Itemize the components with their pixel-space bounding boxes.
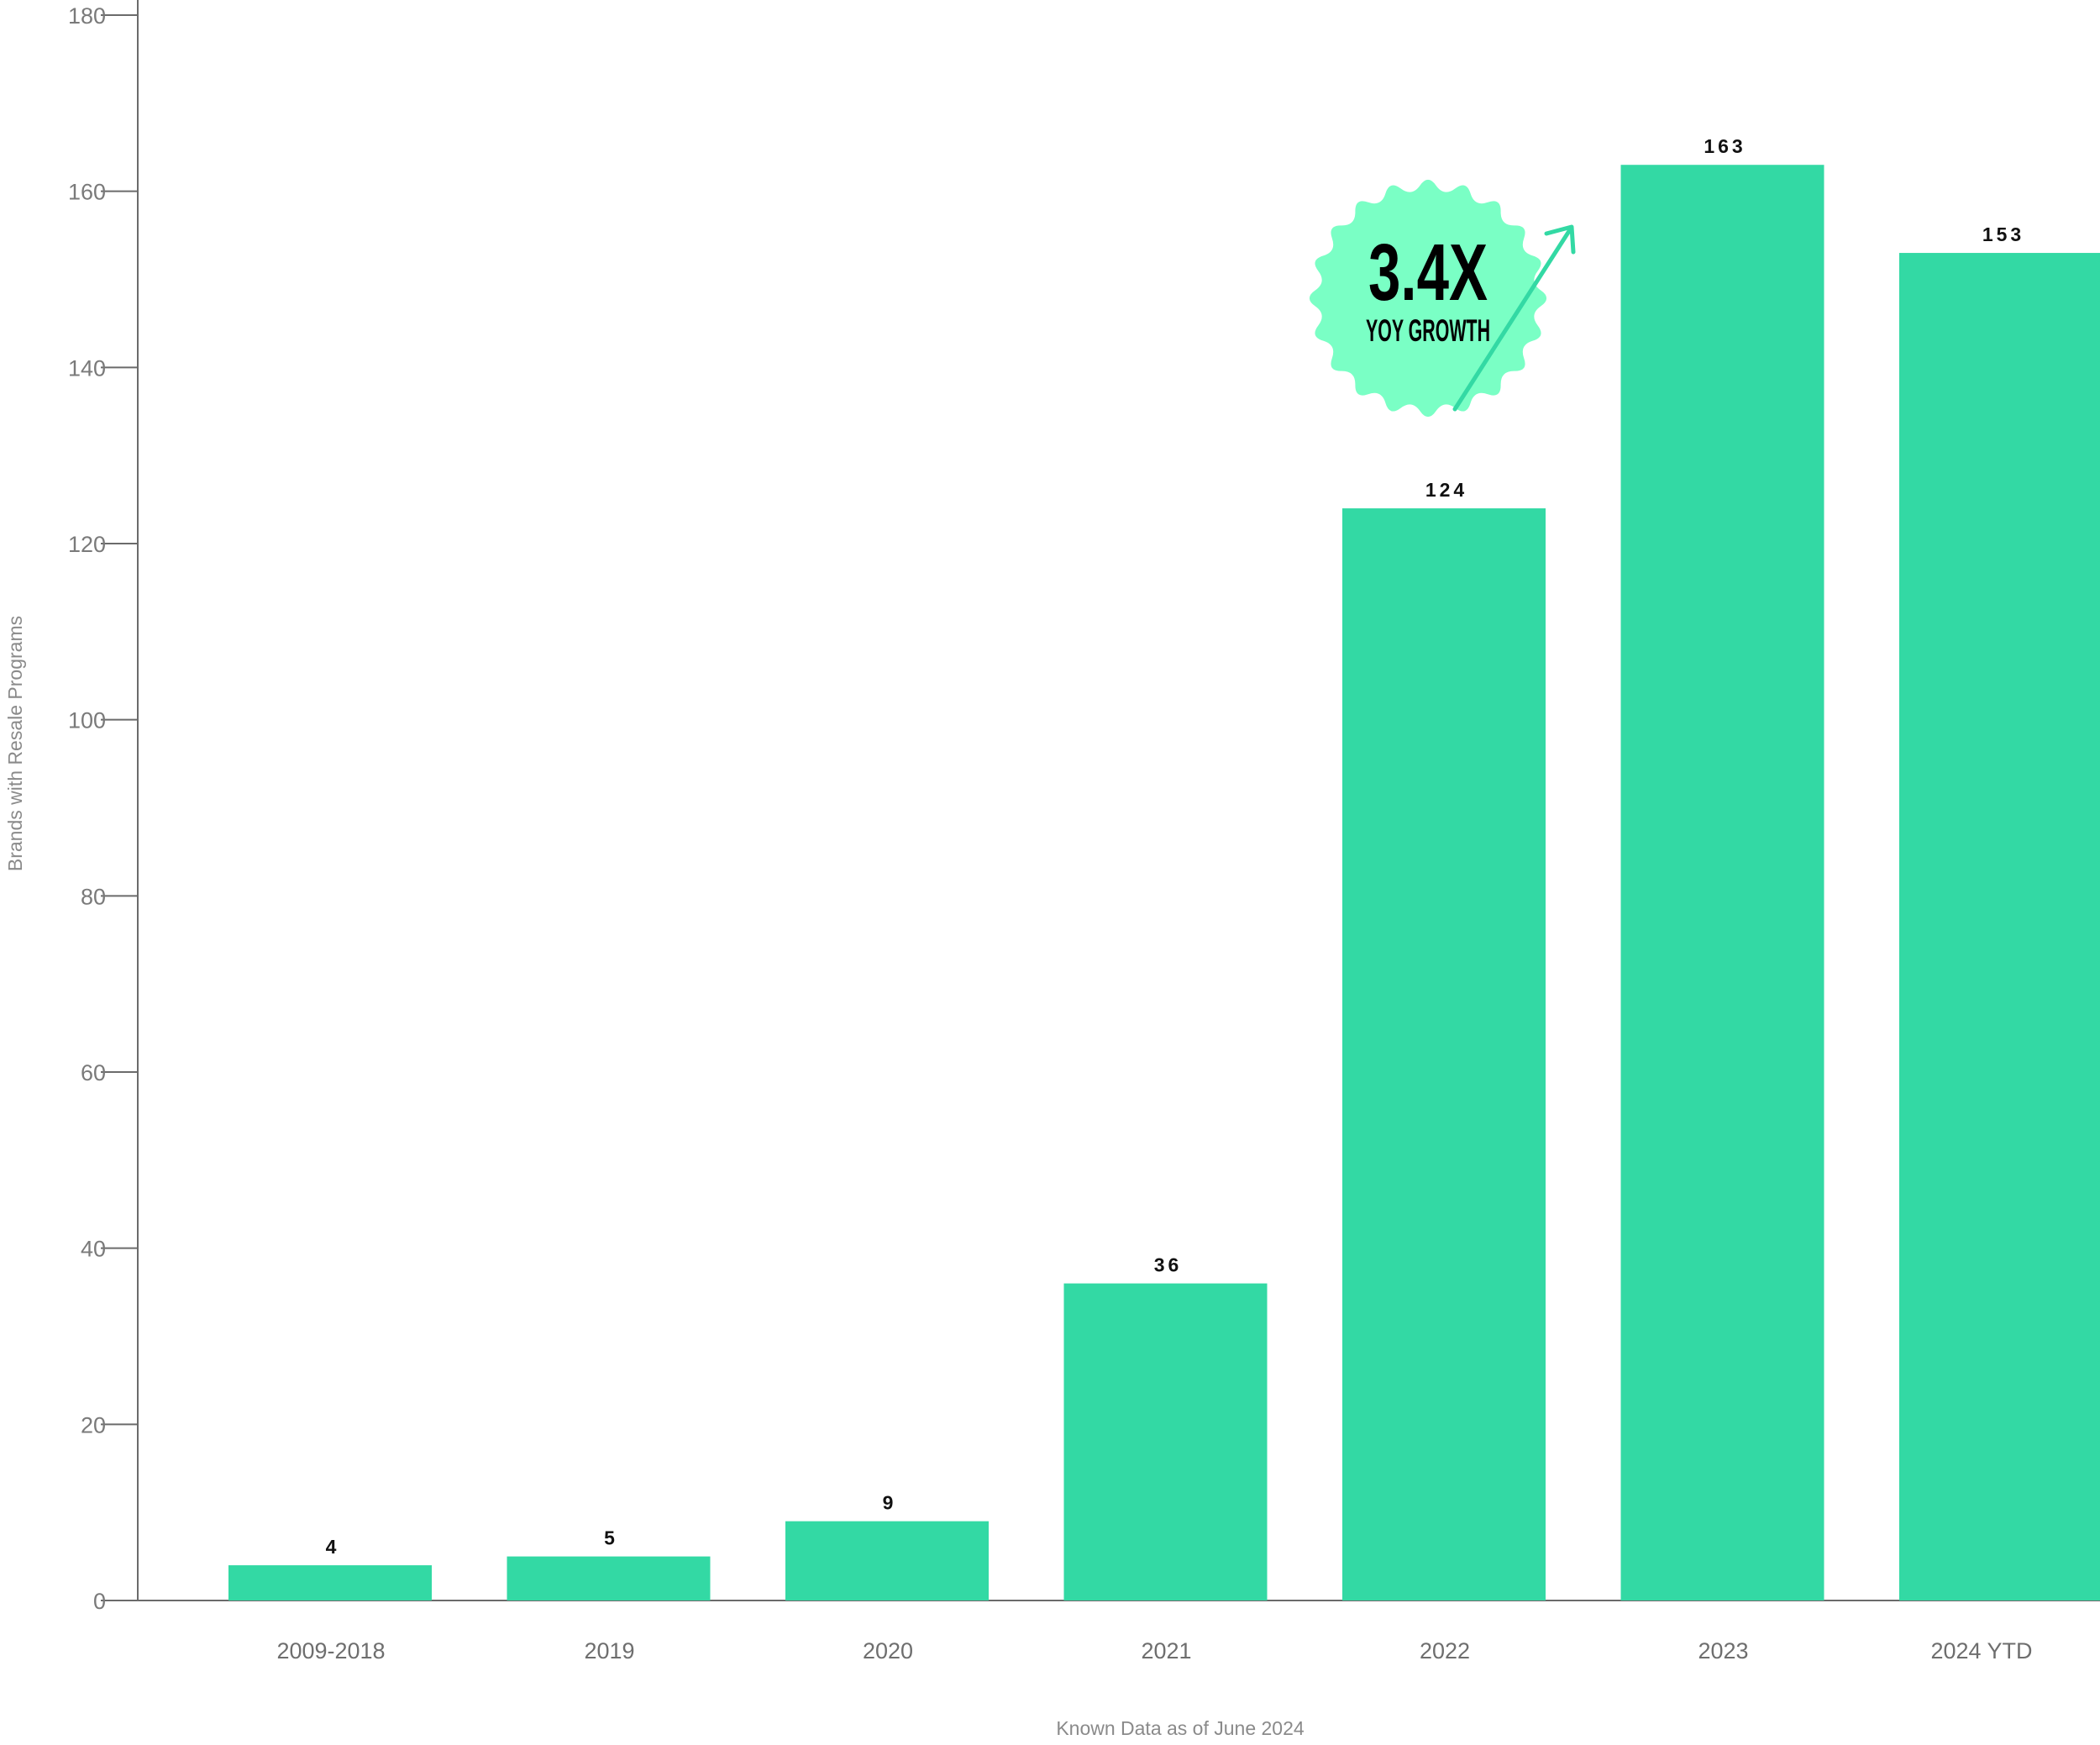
y-tick-label: 160: [68, 180, 106, 205]
growth-arrow-line: [1452, 229, 1572, 412]
y-tick-label: 100: [68, 708, 106, 733]
x-category-label: 2023: [1698, 1638, 1748, 1664]
bar: [1063, 1283, 1268, 1600]
y-tick-label: 20: [81, 1412, 106, 1438]
x-category-label: 2009-2018: [276, 1638, 385, 1664]
bars-group: [228, 165, 2100, 1600]
y-axis: 0 20 40 60 80 100 120 140 160 180: [68, 0, 139, 1614]
y-tick-label: 180: [68, 3, 106, 29]
bar-value-label: 163: [1704, 135, 1746, 157]
bar: [785, 1521, 989, 1600]
bar: [1899, 253, 2100, 1600]
bar-value-label: 124: [1425, 479, 1467, 501]
growth-arrow-head-icon: [1544, 224, 1576, 255]
y-tick-label: 40: [81, 1237, 106, 1262]
y-tick-label: 80: [81, 884, 106, 909]
badge-sub-text: YOY GROWTH: [1366, 313, 1490, 348]
x-category-label: 2019: [584, 1638, 634, 1664]
bar-value-label: 4: [326, 1536, 340, 1558]
x-category-label: 2022: [1420, 1638, 1470, 1664]
badge-main-text: 3.4X: [1368, 228, 1488, 318]
x-category-label: 2020: [863, 1638, 913, 1664]
bar-value-label: 5: [604, 1527, 618, 1549]
y-tick-label: 0: [93, 1589, 106, 1614]
y-tick-label: 120: [68, 532, 106, 557]
growth-badge: 3.4X YOY GROWTH: [1309, 179, 1576, 418]
x-axis: 2009-2018 2019 2020 2021 2022 2023 2024 YTD: [138, 1600, 2100, 1664]
x-category-label: 2021: [1141, 1638, 1191, 1664]
bar-value-label: 36: [1154, 1254, 1183, 1276]
y-tick-label: 60: [81, 1060, 106, 1085]
x-axis-title: Known Data as of June 2024: [1056, 1717, 1305, 1739]
bar: [228, 1565, 432, 1600]
bar-value-label: 9: [883, 1492, 897, 1514]
bar: [1620, 165, 1824, 1600]
x-category-label: 2024 YTD: [1930, 1638, 2032, 1664]
data-labels-group: 4 5 9 36 124 163 153: [326, 135, 2024, 1558]
bar: [507, 1556, 711, 1600]
y-tick-label: 140: [68, 355, 106, 381]
bar: [1342, 508, 1546, 1600]
y-axis-title: Brands with Resale Programs: [4, 616, 26, 871]
bar-value-label: 153: [1982, 223, 2024, 245]
